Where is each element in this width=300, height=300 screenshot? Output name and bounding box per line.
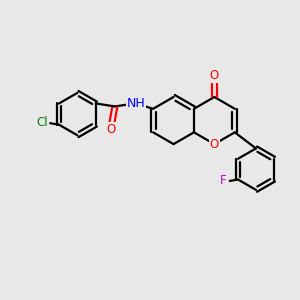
Text: NH: NH <box>127 97 146 110</box>
Text: Cl: Cl <box>37 116 48 129</box>
Text: O: O <box>210 69 219 82</box>
Text: O: O <box>210 138 219 151</box>
Text: O: O <box>106 123 116 136</box>
Text: F: F <box>219 174 226 187</box>
